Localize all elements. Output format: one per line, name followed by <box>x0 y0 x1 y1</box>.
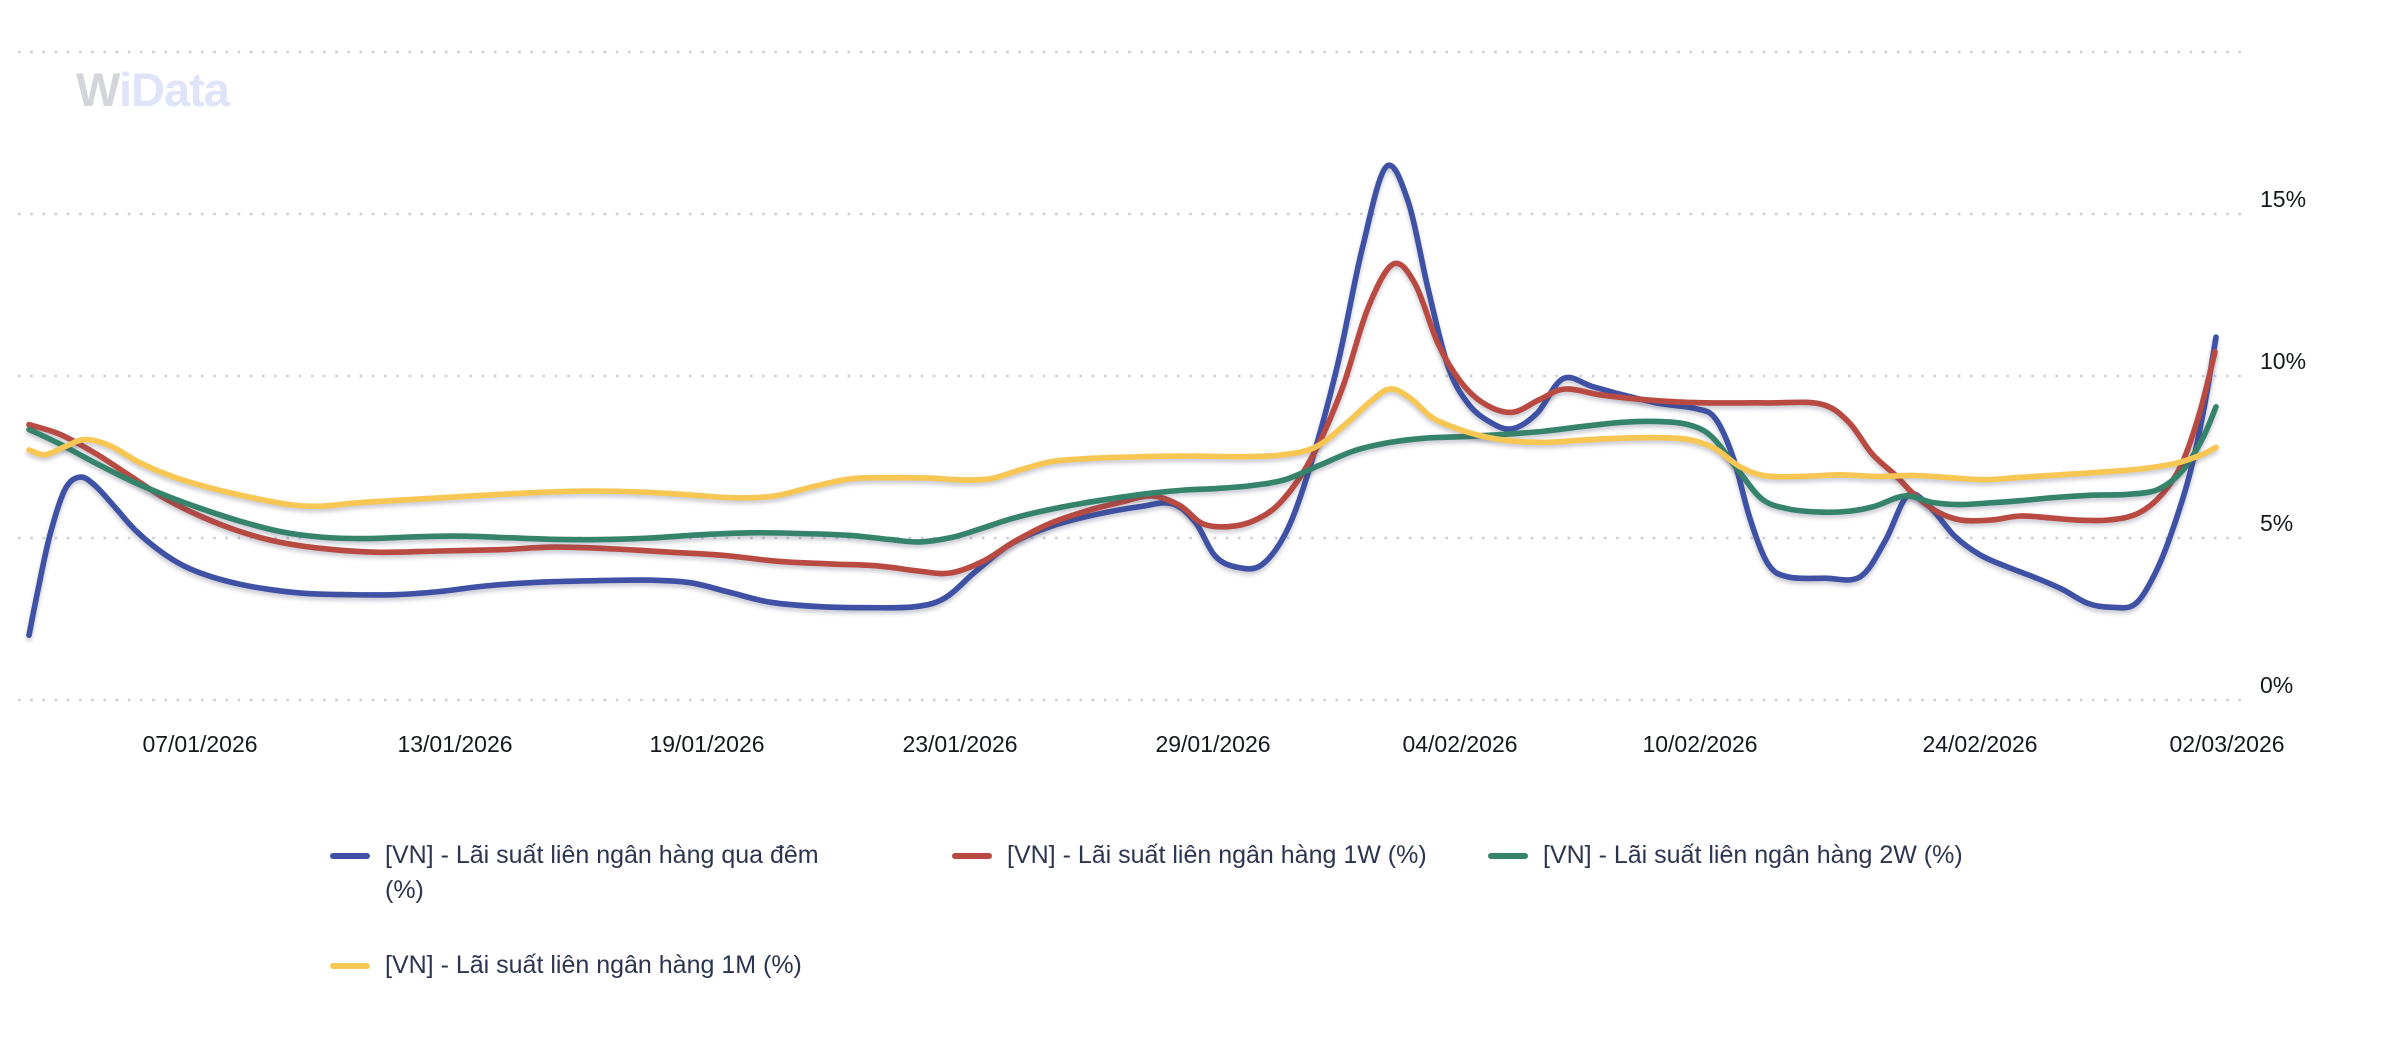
y-tick-label: 5% <box>2260 510 2293 536</box>
series-line-2w <box>26 404 2219 545</box>
series-line-1m <box>26 386 2219 510</box>
legend-swatch-1w <box>952 853 992 859</box>
legend-label: [VN] - Lãi suất liên ngân hàng 2W (%) <box>1543 841 1963 869</box>
x-tick-label: 02/03/2026 <box>2169 731 2284 757</box>
legend-swatch-overnight <box>330 853 370 859</box>
series-lines <box>26 162 2219 638</box>
interbank-rate-line-chart[interactable]: 15% 10% 5% 0% 07/01/2026 13/01/2026 19/01/202… <box>0 0 2404 800</box>
legend-label: [VN] - Lãi suất liên ngân hàng 1M (%) <box>385 951 802 979</box>
legend-item-1w[interactable]: [VN] - Lãi suất liên ngân hàng 1W (%) <box>952 838 1447 873</box>
legend-swatch-2w <box>1488 853 1528 859</box>
x-tick-label: 24/02/2026 <box>1922 731 2037 757</box>
widata-watermark: WiData <box>76 62 230 117</box>
legend-item-1m[interactable]: [VN] - Lãi suất liên ngân hàng 1M (%) <box>330 948 825 983</box>
x-axis-labels: 07/01/2026 13/01/2026 19/01/2026 23/01/2026… <box>142 731 2284 757</box>
horizontal-gridlines <box>18 50 2242 702</box>
x-tick-label: 13/01/2026 <box>397 731 512 757</box>
legend-label: [VN] - Lãi suất liên ngân hàng qua đêm (… <box>385 841 819 904</box>
y-axis-labels: 15% 10% 5% 0% <box>2260 186 2306 698</box>
y-tick-label: 15% <box>2260 186 2306 212</box>
x-tick-label: 07/01/2026 <box>142 731 257 757</box>
watermark-idata: iData <box>118 63 230 116</box>
legend-item-overnight[interactable]: [VN] - Lãi suất liên ngân hàng qua đêm (… <box>330 838 825 908</box>
series-line-overnight <box>26 162 2219 638</box>
legend-swatch-1m <box>330 963 370 969</box>
x-tick-label: 29/01/2026 <box>1155 731 1270 757</box>
legend-item-2w[interactable]: [VN] - Lãi suất liên ngân hàng 2W (%) <box>1488 838 1983 873</box>
y-tick-label: 0% <box>2260 672 2293 698</box>
x-tick-label: 19/01/2026 <box>649 731 764 757</box>
x-tick-label: 23/01/2026 <box>902 731 1017 757</box>
x-tick-label: 04/02/2026 <box>1402 731 1517 757</box>
watermark-w: W <box>76 63 120 116</box>
x-tick-label: 10/02/2026 <box>1642 731 1757 757</box>
legend-label: [VN] - Lãi suất liên ngân hàng 1W (%) <box>1007 841 1427 869</box>
y-tick-label: 10% <box>2260 348 2306 374</box>
series-line-1w <box>26 260 2218 577</box>
